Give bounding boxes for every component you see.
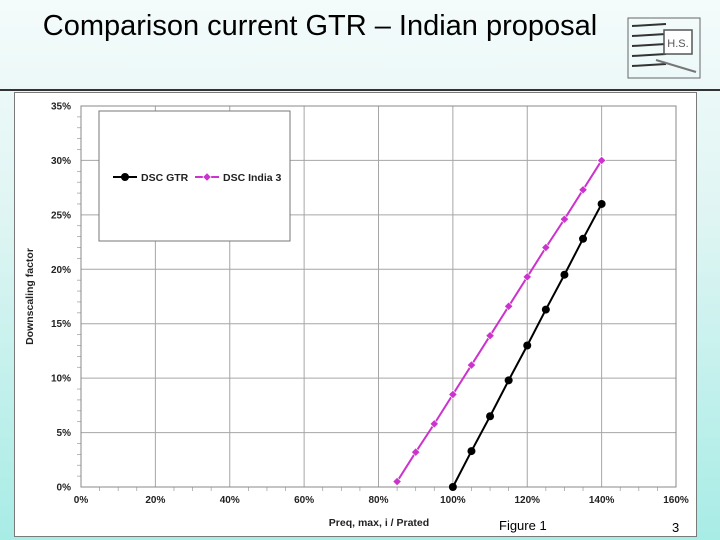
chart-frame: DSC GTR DSC India 3 0% 20% 40% 60% 80% 100% 120… xyxy=(14,92,697,537)
legend-entry-label: DSC India 3 xyxy=(223,172,282,184)
data-point xyxy=(429,419,439,429)
y-tick-label: 35% xyxy=(51,102,71,113)
logo-text: H.S. xyxy=(667,38,688,50)
data-point xyxy=(202,172,212,182)
data-point xyxy=(560,270,569,279)
series-line-dsc-india-3 xyxy=(396,159,603,483)
data-point xyxy=(523,341,532,350)
data-point xyxy=(448,483,457,491)
data-point xyxy=(504,301,514,311)
x-tick-label: 160% xyxy=(663,495,689,506)
x-tick-label: 80% xyxy=(368,495,388,506)
y-axis-label: Downscaling factor xyxy=(24,248,36,345)
data-point xyxy=(121,173,129,181)
data-point xyxy=(392,476,402,487)
data-point xyxy=(541,305,550,314)
data-point xyxy=(578,185,588,195)
y-tick-label: 30% xyxy=(51,156,71,167)
x-tick-label: 120% xyxy=(514,495,540,506)
data-point xyxy=(485,331,495,341)
tick-labels: 0% 20% 40% 60% 80% 100% 120% 140% 160% 0% 5% 10% 15%… xyxy=(51,102,689,507)
data-point xyxy=(541,242,551,253)
x-axis-label: Preq, max, i / Prated xyxy=(329,517,429,529)
page-number: 3 xyxy=(672,520,680,535)
data-point xyxy=(559,214,570,224)
y-tick-label: 0% xyxy=(57,483,72,494)
y-tick-label: 5% xyxy=(57,428,72,439)
legend: DSC GTR DSC India 3 xyxy=(98,110,291,242)
title-divider xyxy=(0,89,720,91)
data-point xyxy=(579,234,588,243)
data-point xyxy=(467,447,476,456)
slide-title: Comparison current GTR – Indian proposal xyxy=(42,10,598,42)
data-point xyxy=(597,199,606,208)
x-tick-label: 60% xyxy=(294,495,314,506)
y-tick-label: 10% xyxy=(51,374,71,385)
line-chart: DSC GTR DSC India 3 0% 20% 40% 60% 80% 100% 120… xyxy=(24,102,689,530)
series-lines xyxy=(392,155,607,491)
data-point xyxy=(504,376,513,385)
data-point xyxy=(597,155,607,166)
figure-label: Figure 1 xyxy=(499,518,547,533)
plot-area-border xyxy=(80,105,677,488)
x-tick-label: 100% xyxy=(440,495,466,506)
y-tick-label: 20% xyxy=(51,265,71,276)
data-point xyxy=(448,389,458,400)
y-tick-label: 15% xyxy=(51,319,71,330)
x-tick-label: 140% xyxy=(589,495,615,506)
data-point xyxy=(522,272,532,282)
y-tick-label: 25% xyxy=(51,210,71,221)
x-tick-label: 0% xyxy=(74,495,89,506)
data-point xyxy=(466,360,477,370)
hs-logo-icon: H.S. xyxy=(627,17,701,79)
x-tick-label: 40% xyxy=(220,495,240,506)
grid-lines xyxy=(77,105,677,491)
data-point xyxy=(411,447,421,457)
data-point xyxy=(486,412,495,421)
x-tick-label: 20% xyxy=(145,495,165,506)
legend-entry-label: DSC GTR xyxy=(141,172,189,184)
